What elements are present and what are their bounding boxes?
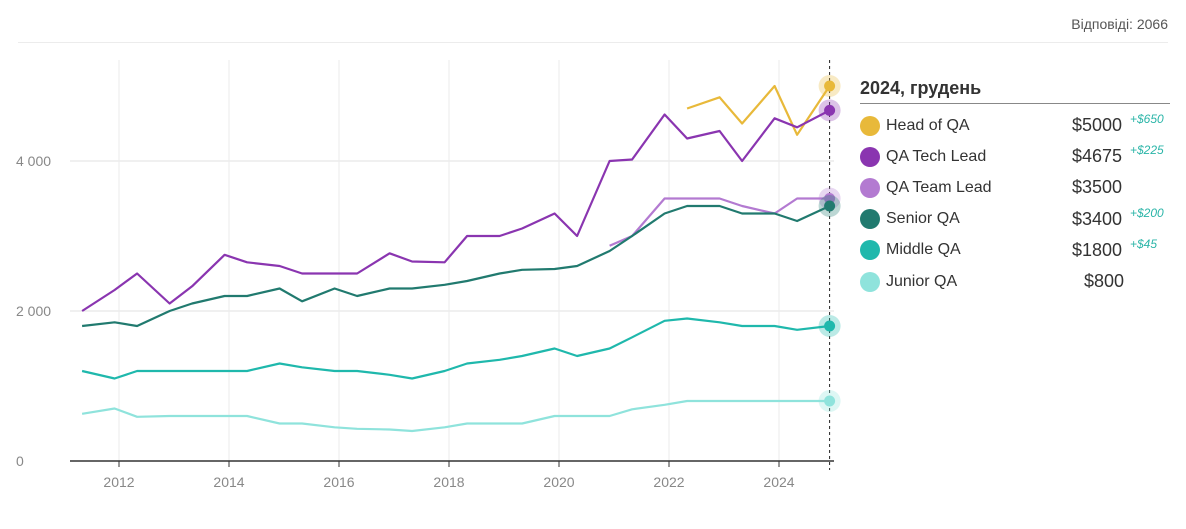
legend-item: QA Team Lead $3500 <box>860 172 1170 203</box>
x-tick-label: 2014 <box>213 474 244 490</box>
end-marker-head-of-qa <box>824 80 836 92</box>
legend-item: Junior QA $800 <box>860 266 1170 297</box>
legend-item: Head of QA $5000 +$650 <box>860 110 1170 141</box>
end-marker-middle-qa <box>824 320 836 332</box>
legend-item-value: $1800 <box>1072 239 1123 260</box>
legend-swatch-icon <box>860 240 880 261</box>
legend-item-delta: +$225 <box>1130 143 1164 158</box>
y-tick-label: 2 000 <box>16 303 51 319</box>
legend-item-name: QA Team Lead <box>886 178 992 196</box>
legend-swatch-icon <box>860 115 880 136</box>
series-line-qa-tech-lead <box>81 109 831 312</box>
y-tick-label: 4 000 <box>16 153 51 169</box>
series-lines <box>81 84 831 433</box>
legend-swatch-icon <box>860 271 880 292</box>
series-line-qa-team-lead <box>609 197 830 247</box>
series-line-middle-qa <box>81 317 830 380</box>
legend-item-value: $4675 <box>1072 146 1123 167</box>
axes: 0 2 000 4 000 2012 2014 2016 2018 2020 2022 2024 <box>16 60 834 490</box>
end-marker-senior-qa <box>824 200 836 212</box>
end-markers <box>818 75 841 412</box>
legend-item: Middle QA $1800 +$45 <box>860 235 1170 266</box>
series-line-head-of-qa <box>686 84 831 136</box>
x-tick-label: 2020 <box>543 474 574 490</box>
grid <box>70 60 834 461</box>
x-tick-label: 2024 <box>763 474 794 490</box>
legend-item-value: $5000 <box>1072 115 1123 136</box>
x-tick-label: 2018 <box>433 474 464 490</box>
legend-item: QA Tech Lead $4675 +$225 <box>860 141 1170 172</box>
legend-item-name: Junior QA <box>886 272 958 290</box>
legend-item-value: $800 <box>1084 271 1125 292</box>
y-tick-label: 0 <box>16 453 24 469</box>
legend-item-name: Senior QA <box>886 210 960 228</box>
end-marker-qa-tech-lead <box>824 104 836 116</box>
end-marker-junior-qa <box>824 395 836 407</box>
legend-swatch-icon <box>860 209 880 230</box>
legend-item-name: Middle QA <box>886 241 961 259</box>
legend-item-value: $3400 <box>1072 208 1123 229</box>
legend-item: Senior QA $3400 +$200 <box>860 204 1170 235</box>
x-tick-label: 2022 <box>653 474 684 490</box>
series-line-senior-qa <box>81 204 831 328</box>
legend-title: 2024, грудень <box>860 78 1170 104</box>
legend-swatch-icon <box>860 177 880 198</box>
legend-item-value: $3500 <box>1072 177 1123 198</box>
x-tick-label: 2016 <box>323 474 354 490</box>
legend-item-delta: +$200 <box>1130 205 1164 220</box>
legend-item-name: Head of QA <box>886 116 970 134</box>
top-divider <box>18 42 1168 43</box>
responses-count: Відповіді: 2066 <box>1071 16 1168 32</box>
legend-item-delta: +$650 <box>1130 112 1164 126</box>
legend-swatch-icon <box>860 146 880 167</box>
legend-item-name: QA Tech Lead <box>886 147 987 165</box>
legend: 2024, грудень Head of QA $5000 +$650 QA Tec… <box>860 78 1170 297</box>
series-line-junior-qa <box>81 399 830 433</box>
legend-item-delta: +$45 <box>1130 236 1158 251</box>
x-tick-label: 2012 <box>103 474 134 490</box>
